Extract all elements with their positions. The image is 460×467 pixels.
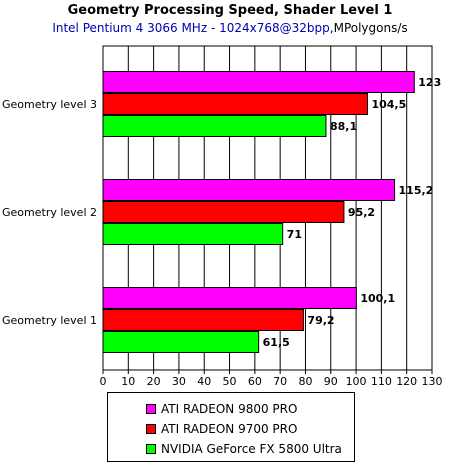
legend-label: ATI RADEON 9800 PRO xyxy=(161,402,298,416)
legend-item-geforce-5800: NVIDIA GeForce FX 5800 Ultra xyxy=(146,439,354,459)
legend-item-radeon-9700: ATI RADEON 9700 PRO xyxy=(146,419,354,439)
legend-label: NVIDIA GeForce FX 5800 Ultra xyxy=(161,442,342,456)
bar xyxy=(102,309,304,331)
data-label: 88,1 xyxy=(330,120,357,133)
plot-border xyxy=(102,45,433,371)
category-label: Geometry level 3 xyxy=(2,98,97,111)
x-tick-label: 80 xyxy=(298,375,312,388)
category-label: Geometry level 1 xyxy=(2,314,97,327)
subtitle-text: Intel Pentium 4 3066 MHz - 1024x768@32bp… xyxy=(52,21,330,35)
legend-swatch xyxy=(146,444,156,454)
bar xyxy=(102,179,396,201)
legend-swatch xyxy=(146,424,156,434)
data-label: 71 xyxy=(287,228,302,241)
legend-swatch xyxy=(146,404,156,414)
x-tick-label: 30 xyxy=(172,375,186,388)
bar xyxy=(102,287,357,309)
x-tick-label: 120 xyxy=(396,375,417,388)
data-label: 79,2 xyxy=(307,314,334,327)
bar xyxy=(102,201,345,223)
x-tick-label: 10 xyxy=(121,375,135,388)
data-label: 61,5 xyxy=(263,336,290,349)
x-tick-label: 100 xyxy=(346,375,367,388)
x-tick-label: 70 xyxy=(273,375,287,388)
x-tick-label: 90 xyxy=(324,375,338,388)
bar xyxy=(102,71,415,93)
data-label: 115,2 xyxy=(399,184,434,197)
chart-subtitle: Intel Pentium 4 3066 MHz - 1024x768@32bp… xyxy=(52,21,408,35)
x-tick-label: 110 xyxy=(371,375,392,388)
bar xyxy=(102,115,327,137)
unit-label: MPolygons/s xyxy=(333,21,408,35)
x-tick-label: 130 xyxy=(422,375,443,388)
x-tick-label: 0 xyxy=(100,375,107,388)
legend-label: ATI RADEON 9700 PRO xyxy=(161,422,298,436)
chart-title: Geometry Processing Speed, Shader Level … xyxy=(67,3,393,18)
data-label: 100,1 xyxy=(360,292,395,305)
legend: ATI RADEON 9800 PRO ATI RADEON 9700 PRO … xyxy=(107,392,355,462)
bar xyxy=(102,93,368,115)
bar xyxy=(102,331,260,353)
x-tick-label: 60 xyxy=(248,375,262,388)
legend-item-radeon-9800: ATI RADEON 9800 PRO xyxy=(146,399,354,419)
x-tick-label: 50 xyxy=(223,375,237,388)
bar xyxy=(102,223,284,245)
data-label: 104,5 xyxy=(371,98,406,111)
x-tick-label: 40 xyxy=(197,375,211,388)
data-label: 123 xyxy=(418,76,441,89)
x-tick-label: 20 xyxy=(147,375,161,388)
category-label: Geometry level 2 xyxy=(2,206,97,219)
data-label: 95,2 xyxy=(348,206,375,219)
